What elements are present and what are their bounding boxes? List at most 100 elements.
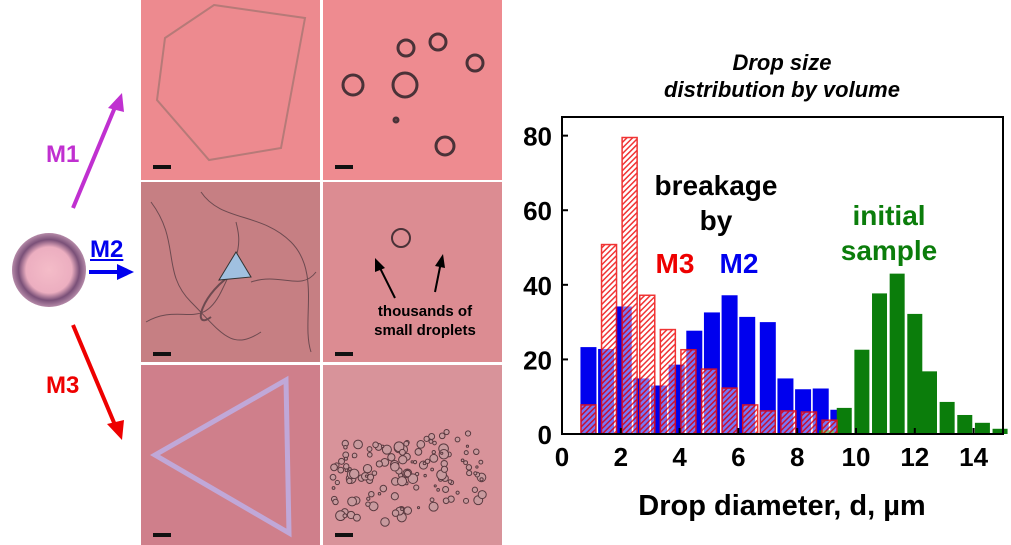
x-axis-label: Drop diameter, d, µm	[638, 490, 925, 522]
bar-initial-sample	[939, 401, 955, 434]
m3-series-label: M3	[656, 248, 695, 279]
y-tick-label: 40	[523, 271, 552, 301]
droplet	[416, 440, 426, 449]
bar-initial-sample	[836, 407, 852, 434]
droplet	[403, 440, 410, 447]
droplet	[342, 513, 348, 519]
m1-arrow-icon	[71, 99, 120, 209]
bar-m3	[780, 410, 797, 435]
m3-label: M3	[46, 372, 80, 399]
droplet	[398, 455, 408, 465]
m2-label: M2	[90, 236, 124, 263]
bar-m3	[700, 368, 718, 435]
droplet	[413, 484, 420, 491]
m3-arrow-icon	[71, 324, 117, 426]
droplet	[436, 488, 440, 492]
y-tick-label: 60	[523, 196, 552, 226]
scale-bar	[335, 533, 353, 537]
bar-m3	[621, 136, 638, 435]
droplet	[372, 441, 379, 449]
droplet	[429, 497, 435, 503]
bar-initial-sample	[957, 414, 973, 434]
bar-m3	[741, 404, 759, 435]
droplet	[471, 486, 479, 493]
y-tick-label: 80	[523, 122, 552, 152]
droplet	[473, 448, 480, 456]
bar-m2	[759, 322, 776, 434]
droplet	[366, 446, 373, 452]
droplet	[362, 463, 373, 474]
droplet	[380, 444, 385, 449]
droplet	[463, 497, 470, 504]
droplet	[442, 497, 450, 505]
by-label: by	[700, 205, 733, 236]
droplet	[343, 445, 348, 450]
droplet	[464, 430, 472, 437]
bar-m3	[821, 419, 838, 435]
micrograph-m2-droplets: thousands of small droplets	[323, 182, 502, 362]
droplet	[375, 460, 383, 468]
bar-initial-sample	[872, 293, 888, 434]
droplet	[334, 479, 340, 486]
bar-m3	[580, 404, 597, 435]
droplet	[396, 476, 408, 487]
droplet	[428, 439, 434, 444]
bar-m3	[759, 410, 777, 435]
droplet	[463, 460, 469, 466]
m1-label: M1	[46, 141, 80, 168]
plot-frame	[561, 116, 1004, 435]
droplet	[380, 517, 390, 527]
droplet	[365, 501, 371, 507]
droplet	[349, 468, 360, 480]
droplet	[440, 451, 444, 455]
x-tick-label: 10	[842, 442, 871, 472]
bar-m3	[721, 387, 738, 435]
initial-label: initial	[852, 200, 925, 231]
droplet	[368, 490, 375, 498]
droplet	[455, 490, 460, 495]
y-tick-label: 20	[523, 345, 552, 375]
droplet	[428, 501, 439, 512]
bar-initial-sample	[922, 371, 937, 434]
droplet	[391, 509, 400, 517]
bar-m3	[659, 328, 677, 435]
x-tick-label: 2	[614, 442, 628, 472]
droplet	[379, 484, 388, 493]
annotation-line: thousands of	[377, 303, 473, 320]
bar-m3	[639, 294, 656, 435]
chart-title-line2: distribution by volume	[664, 77, 900, 102]
x-tick-label: 12	[900, 442, 929, 472]
droplet	[416, 506, 421, 510]
droplet	[432, 440, 437, 446]
droplet	[424, 458, 431, 464]
droplet	[332, 498, 339, 506]
droplet	[430, 467, 435, 472]
droplet	[410, 460, 414, 464]
droplet	[352, 513, 361, 522]
droplet	[473, 471, 478, 476]
droplets-annotation: thousands of small droplets	[345, 302, 502, 340]
droplet	[442, 485, 450, 493]
droplet	[387, 453, 396, 462]
droplet	[403, 469, 412, 478]
breakage-label: breakage	[655, 170, 778, 201]
droplet	[443, 428, 450, 436]
bar-initial-sample	[854, 349, 870, 434]
annotation-line: small droplets	[374, 322, 476, 339]
bar-m3	[800, 411, 818, 435]
x-tick-label: 0	[555, 442, 569, 472]
droplet	[330, 463, 338, 472]
droplet	[429, 453, 439, 463]
droplet	[400, 507, 404, 512]
x-tick-label: 6	[731, 442, 745, 472]
droplet	[478, 459, 484, 465]
droplet	[460, 458, 465, 463]
bar-initial-sample	[907, 313, 923, 434]
m2-series-label: M2	[720, 248, 759, 279]
droplet	[331, 486, 336, 490]
x-tick-label: 8	[790, 442, 804, 472]
micrograph-m3-droplets	[323, 365, 502, 545]
droplet	[351, 452, 358, 459]
droplet	[347, 496, 357, 507]
droplet	[390, 492, 399, 501]
